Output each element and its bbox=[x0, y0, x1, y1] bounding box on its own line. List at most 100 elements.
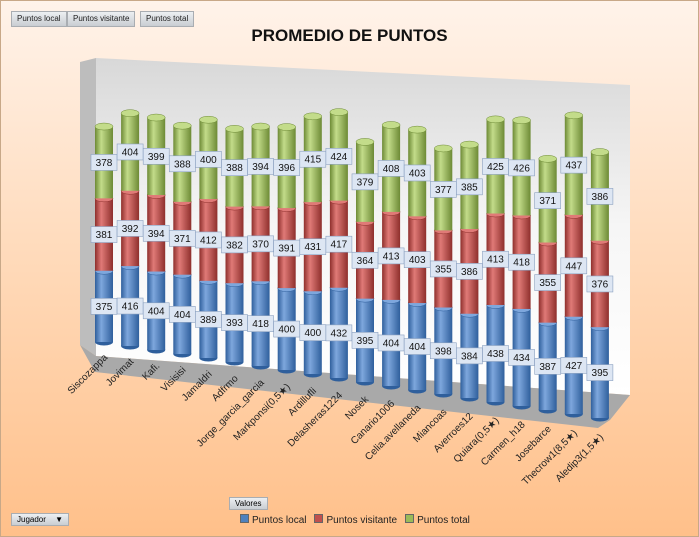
data-label: 404 bbox=[383, 338, 400, 349]
data-label: 416 bbox=[122, 302, 139, 313]
data-label: 426 bbox=[513, 163, 530, 174]
field-button-puntos-total[interactable]: Puntos total bbox=[140, 11, 195, 27]
data-label: 408 bbox=[383, 164, 400, 175]
data-label: 391 bbox=[278, 244, 295, 255]
legend-swatch bbox=[405, 514, 415, 523]
data-label: 432 bbox=[331, 328, 348, 339]
data-label: 377 bbox=[435, 185, 452, 196]
field-button-puntos-local[interactable]: Puntos local bbox=[11, 11, 67, 27]
bar-group: 404 403 403 bbox=[403, 125, 431, 394]
data-label: 398 bbox=[435, 346, 452, 357]
data-label: 417 bbox=[331, 240, 348, 251]
data-label: 418 bbox=[252, 319, 269, 330]
bar-group: 395 376 386 bbox=[586, 148, 614, 422]
data-label: 413 bbox=[383, 251, 400, 262]
legend-item-local: Puntos local bbox=[240, 514, 306, 526]
data-label: 395 bbox=[357, 336, 374, 347]
cylinder-cap bbox=[120, 109, 140, 117]
data-label: 386 bbox=[461, 267, 478, 278]
data-label-box bbox=[586, 364, 614, 381]
cylinder-cap bbox=[460, 140, 479, 149]
data-label: 404 bbox=[122, 147, 139, 158]
data-label-box bbox=[560, 156, 588, 174]
data-label: 389 bbox=[200, 315, 217, 326]
cylinder-cap bbox=[303, 112, 323, 121]
bar-group: 434 418 426 bbox=[508, 116, 535, 410]
data-label: 404 bbox=[174, 310, 191, 321]
data-label-box bbox=[560, 257, 588, 275]
data-label: 387 bbox=[539, 362, 556, 373]
values-field-button[interactable]: Valores bbox=[229, 497, 268, 510]
data-label: 382 bbox=[226, 240, 243, 251]
cylinder-cap bbox=[434, 144, 453, 153]
bar-group: 389 412 400 bbox=[195, 115, 222, 362]
legend-label: Puntos visitante bbox=[326, 515, 398, 526]
data-label-box bbox=[351, 173, 379, 191]
data-label: 424 bbox=[331, 152, 348, 163]
cylinder-cap bbox=[225, 125, 244, 133]
data-label: 371 bbox=[539, 196, 556, 207]
data-label: 381 bbox=[96, 230, 113, 241]
cylinder-cap bbox=[199, 115, 218, 124]
data-label: 427 bbox=[565, 361, 582, 372]
data-label: 393 bbox=[226, 318, 243, 329]
bar-group: 387 355 371 bbox=[534, 155, 562, 414]
field-button-puntos-visitante[interactable]: Puntos visitante bbox=[67, 11, 136, 27]
data-label: 400 bbox=[304, 328, 321, 339]
cylinder-cap bbox=[564, 111, 584, 120]
cylinder-cap bbox=[355, 138, 375, 146]
bar-group: 404 371 388 bbox=[169, 121, 196, 358]
x-tick-label: Markponsi(0,5★) bbox=[232, 382, 293, 443]
dropdown-arrow-icon: ▼ bbox=[55, 515, 63, 524]
data-label-box bbox=[508, 349, 535, 366]
data-label-box bbox=[456, 178, 483, 196]
data-label: 425 bbox=[487, 162, 504, 173]
data-label: 400 bbox=[278, 325, 295, 336]
jugador-filter-button[interactable]: Jugador ▼ bbox=[11, 513, 69, 526]
data-label-box bbox=[534, 274, 562, 291]
data-label: 404 bbox=[409, 342, 426, 353]
data-label: 396 bbox=[278, 163, 295, 174]
data-label: 395 bbox=[592, 368, 609, 379]
bar-group: 404 413 408 bbox=[377, 121, 405, 390]
data-label: 376 bbox=[592, 279, 609, 290]
cylinder-cap bbox=[173, 121, 192, 130]
legend-label: Puntos total bbox=[417, 515, 470, 526]
bar-group: 395 364 379 bbox=[351, 138, 379, 386]
data-label: 431 bbox=[304, 242, 321, 253]
data-label-box bbox=[586, 275, 614, 293]
data-label: 399 bbox=[148, 152, 165, 163]
data-label: 404 bbox=[148, 306, 165, 317]
legend-item-visitante: Puntos visitante bbox=[314, 514, 397, 526]
data-label-box bbox=[508, 253, 535, 271]
data-label: 388 bbox=[174, 159, 191, 170]
data-label: 378 bbox=[96, 158, 113, 169]
bar-group: 432 417 424 bbox=[325, 108, 353, 382]
data-label-box bbox=[195, 151, 222, 168]
chart-title: PROMEDIO DE PUNTOS bbox=[251, 26, 448, 45]
data-label-box bbox=[403, 164, 431, 182]
data-label: 364 bbox=[357, 256, 374, 267]
data-label: 371 bbox=[174, 234, 191, 245]
data-label-box bbox=[403, 251, 431, 268]
bar-group: 400 391 396 bbox=[273, 123, 301, 374]
data-label: 388 bbox=[226, 163, 243, 174]
legend-swatch bbox=[314, 514, 324, 523]
data-label: 438 bbox=[487, 349, 504, 360]
data-label: 375 bbox=[96, 302, 113, 313]
cylinder-cap bbox=[538, 155, 557, 163]
cylinder-cap bbox=[590, 148, 610, 156]
legend-swatch bbox=[240, 514, 249, 523]
data-label-box bbox=[456, 263, 483, 280]
data-label: 413 bbox=[487, 255, 504, 266]
cylinder-cap bbox=[512, 116, 531, 124]
data-label: 412 bbox=[200, 235, 217, 246]
data-label: 355 bbox=[539, 278, 556, 289]
data-label: 379 bbox=[357, 177, 374, 188]
bar-group: 400 431 415 bbox=[299, 112, 327, 378]
data-label: 434 bbox=[513, 353, 530, 364]
floor bbox=[80, 345, 630, 428]
data-label: 384 bbox=[461, 351, 478, 362]
cylinder-cap bbox=[407, 125, 427, 134]
